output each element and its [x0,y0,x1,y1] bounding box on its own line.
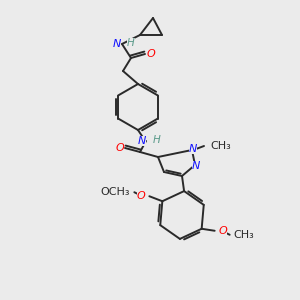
Text: N: N [112,39,121,49]
Text: CH₃: CH₃ [210,141,231,151]
Text: O: O [116,143,124,153]
Text: O: O [136,191,145,201]
Text: N: N [192,161,200,171]
Text: O: O [219,226,227,236]
Text: H: H [153,135,161,145]
Text: N: N [138,136,146,146]
Text: H: H [127,38,135,48]
Text: OCH₃: OCH₃ [101,187,130,197]
Text: N: N [189,144,197,154]
Text: O: O [147,49,155,59]
Text: CH₃: CH₃ [234,230,254,240]
